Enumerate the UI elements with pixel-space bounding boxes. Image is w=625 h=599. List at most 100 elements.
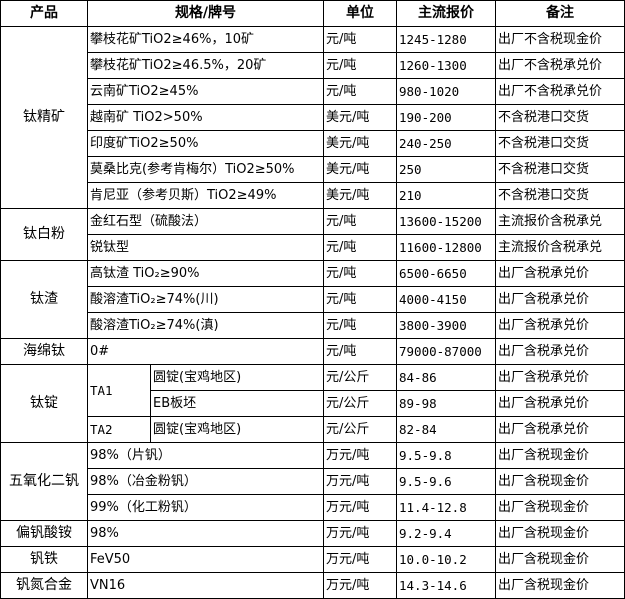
table-row: 五氧化二钒 98%（片钒） 万元/吨 9.5-9.8 出厂含税现金价	[0, 442, 625, 521]
price-cell: 79000-87000	[396, 338, 496, 365]
spec-cell: 98%（片钒）	[87, 442, 324, 469]
table-row: 云南矿TiO2≥45% 元/吨 980-1020 出厂不含税承兑价	[1, 78, 625, 105]
table-row: 钛锭 TA1 圆锭(宝鸡地区) 元/公斤 84-86 出厂含税承兑价	[0, 364, 625, 443]
spec-cell: 0#	[87, 338, 324, 365]
product-cell: 钒氮合金	[0, 572, 88, 599]
price-cell: 84-86	[396, 364, 496, 391]
note-cell: 出厂不含税现金价	[495, 26, 625, 53]
table-row: 钛渣 高钛渣 TiO₂≥90% 元/吨 6500-6650 出厂含税承兑价	[0, 260, 625, 339]
unit-cell: 元/吨	[323, 234, 397, 261]
header-note: 备注	[495, 0, 625, 27]
table-row: 酸溶渣TiO₂≥74%(川) 元/吨 4000-4150 出厂含税承兑价	[1, 286, 625, 313]
price-cell: 9.5-9.8	[396, 442, 496, 469]
unit-cell: 美元/吨	[323, 104, 397, 131]
spec-cell: 酸溶渣TiO₂≥74%(滇)	[87, 312, 324, 339]
table-row: 99%（化工粉钒） 万元/吨 11.4-12.8 出厂含税现金价	[1, 494, 625, 521]
price-cell: 980-1020	[396, 78, 496, 105]
unit-cell: 元/公斤	[323, 416, 397, 443]
product-cell: 海绵钛	[0, 338, 88, 365]
spec-cell: VN16	[87, 572, 324, 599]
spec-cell: 圆锭(宝鸡地区)	[150, 416, 324, 443]
table-row: 莫桑比克(参考肯梅尔）TiO2≥50% 美元/吨 250 不含税港口交货	[1, 156, 625, 183]
spec-cell: 99%（化工粉钒）	[87, 494, 324, 521]
unit-cell: 万元/吨	[323, 546, 397, 573]
spec-cell: 攀枝花矿TiO2≥46.5%，20矿	[87, 52, 324, 79]
unit-cell: 元/吨	[323, 208, 397, 235]
price-cell: 13600-15200	[396, 208, 496, 235]
spec-cell: 越南矿 TiO2>50%	[87, 104, 324, 131]
price-cell: 4000-4150	[396, 286, 496, 313]
spec-cell: 莫桑比克(参考肯梅尔）TiO2≥50%	[87, 156, 324, 183]
note-cell: 出厂含税现金价	[495, 468, 625, 495]
note-cell: 主流报价含税承兑	[495, 234, 625, 261]
unit-cell: 元/吨	[323, 312, 397, 339]
product-cell: 钛锭	[0, 364, 88, 443]
spec-cell: 印度矿TiO2≥50%	[87, 130, 324, 157]
table-row: 肯尼亚（参考贝斯）TiO2≥49% 美元/吨 210 不含税港口交货	[1, 182, 625, 209]
note-cell: 不含税港口交货	[495, 130, 625, 157]
spec-cell: 圆锭(宝鸡地区)	[150, 364, 324, 391]
unit-cell: 万元/吨	[323, 494, 397, 521]
grade-cell: TA2	[87, 416, 151, 443]
note-cell: 出厂含税现金价	[495, 494, 625, 521]
header-row: 产品 规格/牌号 单位 主流报价 备注	[0, 0, 625, 27]
price-cell: 9.2-9.4	[396, 520, 496, 547]
table-row: TA2 圆锭(宝鸡地区) 元/公斤 82-84 出厂含税承兑价	[1, 416, 625, 443]
header-unit: 单位	[323, 0, 397, 27]
note-cell: 不含税港口交货	[495, 104, 625, 131]
table-row: 钒氮合金 VN16 万元/吨 14.3-14.6 出厂含税现金价	[0, 572, 625, 599]
price-cell: 11600-12800	[396, 234, 496, 261]
price-cell: 11.4-12.8	[396, 494, 496, 521]
unit-cell: 元/公斤	[323, 390, 397, 417]
product-cell: 钛渣	[0, 260, 88, 339]
unit-cell: 元/吨	[323, 78, 397, 105]
table-row: 钛白粉 金红石型（硫酸法） 元/吨 13600-15200 主流报价含税承兑	[0, 208, 625, 261]
table-row: 攀枝花矿TiO2≥46.5%，20矿 元/吨 1260-1300 出厂不含税承兑价	[1, 52, 625, 79]
header-price: 主流报价	[396, 0, 496, 27]
unit-cell: 元/吨	[323, 338, 397, 365]
unit-cell: 元/吨	[323, 260, 397, 287]
unit-cell: 元/吨	[323, 26, 397, 53]
note-cell: 出厂含税承兑价	[495, 416, 625, 443]
product-cell: 五氧化二钒	[0, 442, 88, 521]
note-cell: 出厂含税现金价	[495, 572, 625, 599]
unit-cell: 万元/吨	[323, 442, 397, 469]
table-row: 锐钛型 元/吨 11600-12800 主流报价含税承兑	[1, 234, 625, 261]
spec-cell: 云南矿TiO2≥45%	[87, 78, 324, 105]
unit-cell: 美元/吨	[323, 156, 397, 183]
header-product: 产品	[0, 0, 88, 27]
note-cell: 不含税港口交货	[495, 182, 625, 209]
spec-cell: 攀枝花矿TiO2≥46%，10矿	[87, 26, 324, 53]
note-cell: 出厂含税现金价	[495, 442, 625, 469]
spec-cell: 肯尼亚（参考贝斯）TiO2≥49%	[87, 182, 324, 209]
price-cell: 190-200	[396, 104, 496, 131]
spec-cell: 锐钛型	[87, 234, 324, 261]
unit-cell: 万元/吨	[323, 572, 397, 599]
note-cell: 出厂不含税承兑价	[495, 78, 625, 105]
price-cell: 250	[396, 156, 496, 183]
spec-cell: 高钛渣 TiO₂≥90%	[87, 260, 324, 287]
note-cell: 出厂含税现金价	[495, 546, 625, 573]
table-row: 酸溶渣TiO₂≥74%(滇) 元/吨 3800-3900 出厂含税承兑价	[1, 312, 625, 339]
spec-cell: 金红石型（硫酸法）	[87, 208, 324, 235]
product-cell: 钒铁	[0, 546, 88, 573]
price-cell: 9.5-9.6	[396, 468, 496, 495]
price-cell: 89-98	[396, 390, 496, 417]
unit-cell: 元/公斤	[323, 364, 397, 391]
table-row: 偏钒酸铵 98% 万元/吨 9.2-9.4 出厂含税现金价	[0, 520, 625, 547]
note-cell: 出厂含税承兑价	[495, 364, 625, 391]
product-cell: 钛白粉	[0, 208, 88, 261]
product-cell: 钛精矿	[0, 26, 88, 209]
note-cell: 出厂含税承兑价	[495, 390, 625, 417]
table-row: 印度矿TiO2≥50% 美元/吨 240-250 不含税港口交货	[1, 130, 625, 157]
note-cell: 不含税港口交货	[495, 156, 625, 183]
price-cell: 240-250	[396, 130, 496, 157]
unit-cell: 万元/吨	[323, 520, 397, 547]
table-row: 钛精矿 攀枝花矿TiO2≥46%，10矿 元/吨 1245-1280 出厂不含税现金价	[0, 26, 625, 209]
unit-cell: 美元/吨	[323, 130, 397, 157]
table-row: 98%（冶金粉钒） 万元/吨 9.5-9.6 出厂含税现金价	[1, 468, 625, 495]
table-row: 钒铁 FeV50 万元/吨 10.0-10.2 出厂含税现金价	[0, 546, 625, 573]
note-cell: 主流报价含税承兑	[495, 208, 625, 235]
note-cell: 出厂含税承兑价	[495, 286, 625, 313]
